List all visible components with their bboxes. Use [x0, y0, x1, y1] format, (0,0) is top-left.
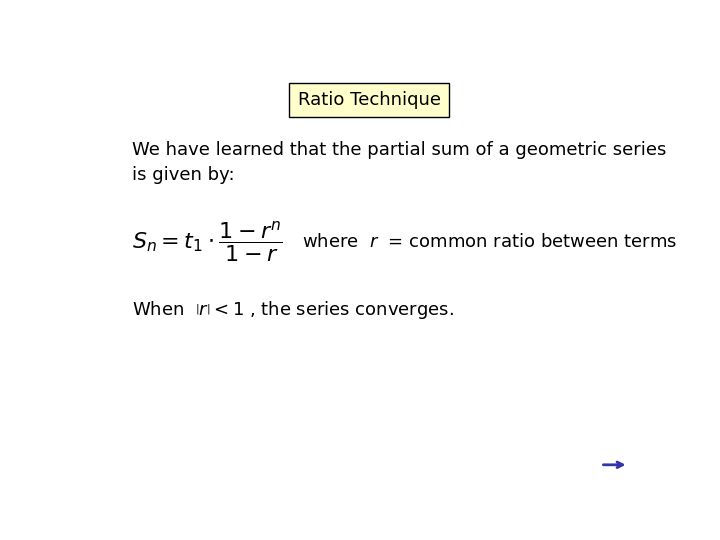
Text: $S_n = t_1 \cdot \dfrac{1-r^n}{1-r}$: $S_n = t_1 \cdot \dfrac{1-r^n}{1-r}$ — [132, 219, 283, 264]
Text: When  $\left|r\right|<1$ , the series converges.: When $\left|r\right|<1$ , the series con… — [132, 299, 454, 321]
Text: Ratio Technique: Ratio Technique — [297, 91, 441, 109]
Text: is given by:: is given by: — [132, 166, 235, 184]
Text: We have learned that the partial sum of a geometric series: We have learned that the partial sum of … — [132, 141, 666, 159]
Text: where  $r$  = common ratio between terms: where $r$ = common ratio between terms — [302, 233, 678, 251]
